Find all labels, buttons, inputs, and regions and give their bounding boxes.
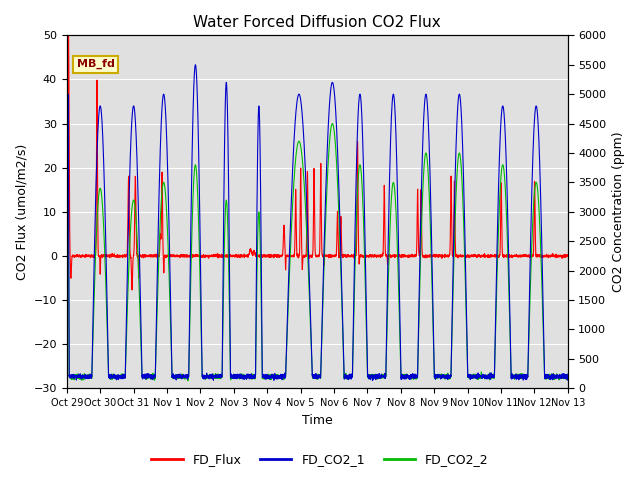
Y-axis label: CO2 Flux (umol/m2/s): CO2 Flux (umol/m2/s) xyxy=(15,144,28,280)
Legend: FD_Flux, FD_CO2_1, FD_CO2_2: FD_Flux, FD_CO2_1, FD_CO2_2 xyxy=(147,448,493,471)
Title: Water Forced Diffusion CO2 Flux: Water Forced Diffusion CO2 Flux xyxy=(193,15,441,30)
Text: MB_fd: MB_fd xyxy=(77,59,115,70)
Y-axis label: CO2 Concentration (ppm): CO2 Concentration (ppm) xyxy=(612,132,625,292)
X-axis label: Time: Time xyxy=(302,414,333,427)
